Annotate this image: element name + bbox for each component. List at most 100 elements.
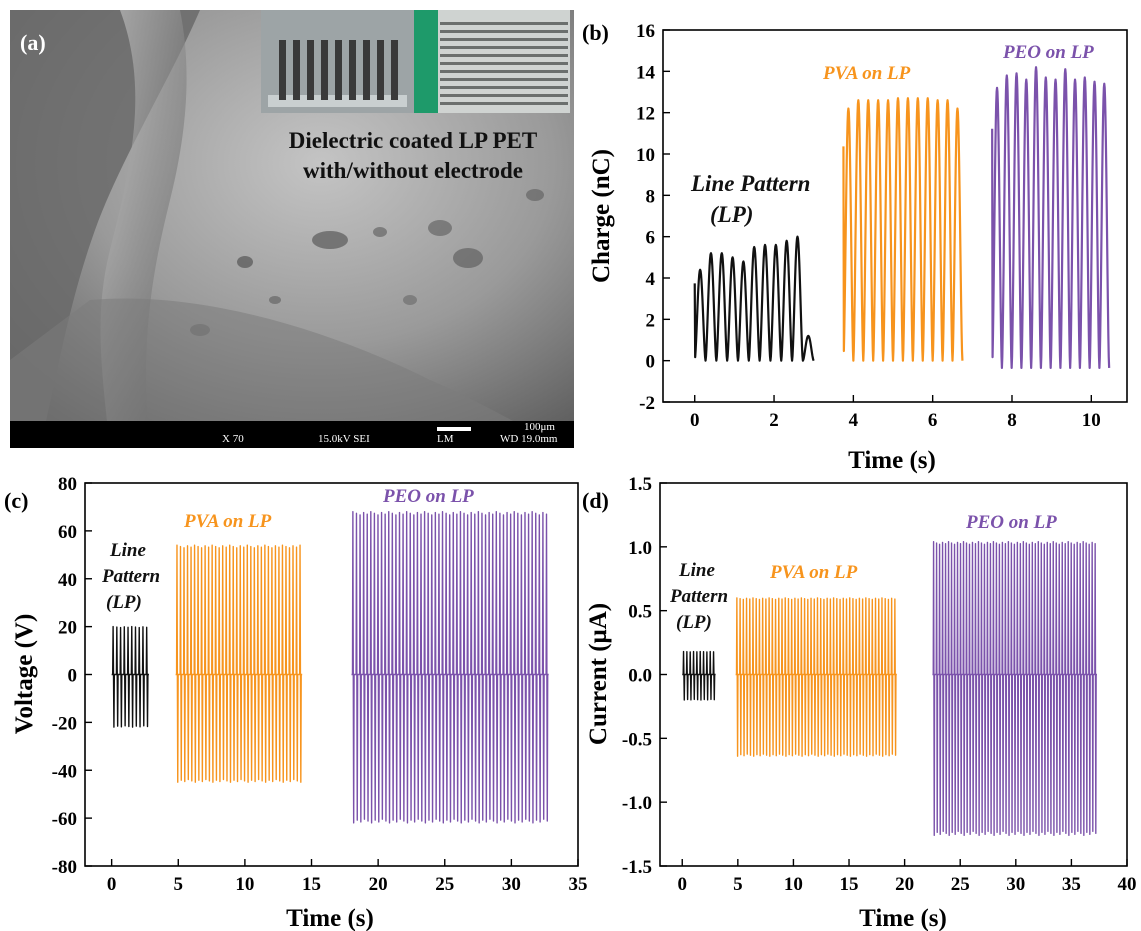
series-pva-on-lp: [735, 597, 897, 757]
pattern-line: [440, 54, 568, 57]
pattern-line: [440, 102, 568, 105]
panel-d-ylabel: Current (μA): [585, 603, 612, 745]
y-tick-label: 1.0: [628, 538, 652, 559]
y-tick-label: 0.5: [628, 602, 652, 623]
pattern-line: [440, 22, 568, 25]
x-tick-label: 25: [435, 874, 454, 895]
scale-bar: [437, 427, 471, 431]
x-tick-label: 2: [769, 410, 779, 431]
x-tick-label: 20: [369, 874, 388, 895]
y-tick-label: 10: [636, 145, 655, 166]
panel-c-ticks: 0 5 10 15 20 25 30 35 -80 -60 -40 -20 0 20 40 60 80: [52, 474, 588, 895]
d-anno-peo: PEO on LP: [965, 512, 1057, 533]
y-tick-label: 12: [636, 104, 655, 125]
x-tick-label: 10: [784, 874, 803, 895]
c-anno-lp-line2: Pattern: [101, 566, 160, 587]
y-tick-label: 80: [58, 474, 77, 495]
y-tick-label: -20: [52, 713, 77, 734]
x-tick-label: 30: [502, 874, 521, 895]
electrode-stripe: [391, 40, 398, 100]
series-pva-on-lp: [175, 544, 303, 783]
x-tick-label: 10: [1082, 410, 1101, 431]
panel-b-frame: [662, 29, 1128, 403]
panel-a: (a) Dielectric coated LP PET with/withou…: [10, 10, 574, 448]
inset-photo-with-electrode: [261, 10, 414, 113]
panel-c-xlabel: Time (s): [286, 905, 374, 931]
inset-caption-line1: Dielectric coated LP PET: [289, 128, 537, 153]
pattern-line: [440, 38, 568, 41]
x-tick-label: 4: [849, 410, 859, 431]
electrode-stripe: [307, 40, 314, 100]
panel-a-label: (a): [20, 30, 46, 55]
b-anno-lp-line2: (LP): [710, 202, 753, 227]
x-tick-label: 6: [928, 410, 938, 431]
y-tick-label: -40: [52, 761, 77, 782]
panel-b-ticks: 0 2 4 6 8 10 -2 0 2 4 6 8 10 12 14 16: [636, 21, 1101, 431]
series-line-pattern-lp-: [693, 235, 815, 362]
electrode-stripe: [377, 40, 384, 100]
x-tick-label: 8: [1007, 410, 1017, 431]
pattern-line: [440, 62, 568, 65]
b-anno-pva: PVA on LP: [822, 63, 911, 84]
magnification-text: X 70: [222, 433, 244, 445]
y-tick-label: 60: [58, 522, 77, 543]
electrode-stripe: [335, 40, 342, 100]
inset-photo-without-electrode: [414, 10, 570, 113]
y-tick-label: -1.0: [622, 793, 652, 814]
y-tick-label: 0: [646, 352, 656, 373]
series-peo-on-lp: [991, 66, 1111, 369]
series-line-pattern-lp-: [111, 625, 149, 728]
series-peo-on-lp: [932, 541, 1097, 837]
electrode-stripe: [321, 40, 328, 100]
panel-b-series: [693, 66, 1111, 369]
series-line-pattern-lp-: [682, 650, 716, 701]
y-tick-label: 8: [646, 186, 656, 207]
y-tick-label: 16: [636, 21, 655, 42]
b-anno-peo: PEO on LP: [1002, 42, 1094, 63]
panel-b-charge-chart: (b) 0 2 4 6 8 10 -2 0 2 4 6 8 10 12 14 16 Time (s) Char…: [582, 20, 1128, 474]
y-tick-label: 2: [646, 310, 656, 331]
panel-d-ticks: 0 5 10 15 20 25 30 35 40 -1.5 -1.0 -0.5 0.0 0.5 1.0 1.5: [622, 474, 1137, 895]
x-tick-label: 5: [174, 874, 184, 895]
working-distance-text: WD 19.0mm: [500, 433, 558, 445]
x-tick-label: 20: [895, 874, 914, 895]
x-tick-label: 35: [569, 874, 588, 895]
electrode-stripe: [293, 40, 300, 100]
panel-c-ylabel: Voltage (V): [11, 614, 38, 735]
pattern-line: [440, 30, 568, 33]
y-tick-label: 14: [636, 62, 656, 83]
x-tick-label: 0: [677, 874, 687, 895]
y-tick-label: 4: [646, 269, 656, 290]
y-tick-label: 6: [646, 228, 656, 249]
y-tick-label: -80: [52, 857, 77, 878]
y-tick-label: -0.5: [622, 729, 652, 750]
x-tick-label: 5: [733, 874, 743, 895]
x-tick-label: 15: [302, 874, 321, 895]
scale-bar-text: 100μm: [524, 421, 555, 433]
pattern-line: [440, 46, 568, 49]
panel-d-series: [682, 541, 1097, 837]
pattern-line: [440, 70, 568, 73]
y-tick-label: 0: [68, 666, 78, 687]
panel-b-xlabel: Time (s): [848, 447, 936, 474]
pattern-line: [440, 78, 568, 81]
pattern-line: [440, 86, 568, 89]
y-tick-label: -60: [52, 809, 77, 830]
panel-c-voltage-chart: (c) 0 5 10 15 20 25 30 35-80-60-40-20020406080 …: [4, 474, 588, 931]
c-anno-lp-line3: (LP): [106, 592, 142, 613]
x-tick-label: 30: [1006, 874, 1025, 895]
y-tick-label: -2: [639, 393, 655, 414]
panel-c-series: [111, 511, 549, 824]
inset-caption-line2: with/without electrode: [303, 158, 523, 183]
x-tick-label: 0: [107, 874, 117, 895]
y-tick-label: 1.5: [628, 474, 652, 495]
x-tick-label: 15: [840, 874, 859, 895]
x-tick-label: 35: [1062, 874, 1081, 895]
d-anno-lp-line3: (LP): [676, 612, 712, 633]
c-anno-lp-line1: Line: [109, 540, 146, 561]
electrode-stripe: [349, 40, 356, 100]
d-anno-lp-line2: Pattern: [669, 586, 728, 607]
y-tick-label: 0.0: [628, 666, 652, 687]
panel-c-label: (c): [4, 488, 28, 513]
